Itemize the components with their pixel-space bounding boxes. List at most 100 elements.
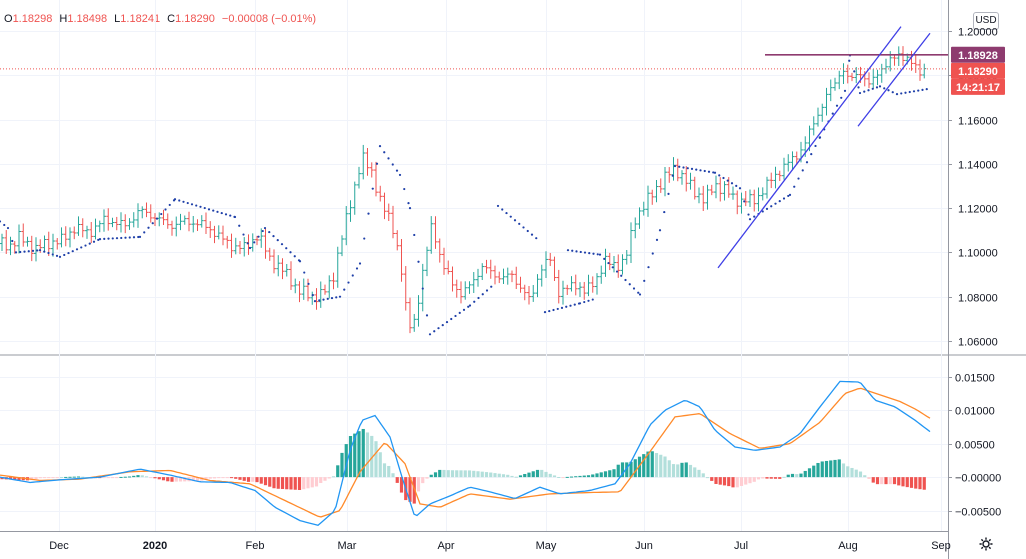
last-price-label-box (951, 62, 1005, 79)
histogram-bar (357, 431, 361, 478)
histogram-bar (59, 477, 64, 479)
histogram-bar (361, 428, 365, 478)
psar-dot (351, 274, 354, 277)
psar-dot (738, 187, 742, 190)
histogram-bar (47, 477, 51, 479)
psar-dot (458, 311, 461, 314)
psar-dot (280, 243, 284, 246)
histogram-bar (688, 464, 693, 478)
psar-dot (311, 294, 314, 297)
psar-dot (84, 244, 87, 247)
psar-dot (921, 88, 924, 91)
histogram-bar (68, 476, 72, 478)
psar-dot (695, 168, 698, 171)
histogram-bar (667, 460, 671, 478)
psar-dot (322, 298, 325, 301)
histogram-bar (680, 462, 684, 478)
histogram-bar (229, 477, 234, 479)
psar-dot (875, 86, 879, 89)
psar-dot (97, 238, 100, 241)
histogram-bar (599, 472, 603, 478)
histogram-bar (268, 477, 272, 487)
histogram-bar (591, 474, 595, 478)
histogram-bar (544, 471, 548, 478)
psar-dot (726, 179, 729, 182)
candles (0, 46, 927, 334)
psar-dot (699, 169, 702, 172)
histogram-bar (803, 470, 807, 478)
psar-dot (38, 249, 42, 252)
histogram-bar (871, 477, 875, 483)
histogram-bar (416, 477, 421, 492)
time-tick-label: Aug (838, 540, 858, 552)
psar-dot (417, 260, 420, 263)
histogram-bar (735, 477, 739, 488)
psar-dot (263, 226, 267, 230)
histogram-bar (756, 477, 761, 480)
psar-dot (441, 324, 444, 327)
psar-dot (620, 274, 623, 277)
histogram-bar (212, 477, 217, 479)
histogram-bar (55, 477, 59, 479)
currency-button[interactable]: USD (973, 12, 999, 30)
low-key: L (114, 13, 121, 25)
settings-gear-icon[interactable] (978, 536, 994, 552)
histogram-bar (289, 477, 293, 490)
psar-dot (195, 204, 198, 207)
trendline (717, 26, 902, 269)
psar-dot (518, 222, 521, 225)
histogram-bar (875, 477, 880, 485)
histogram-bar (246, 477, 251, 482)
histogram-bar (684, 462, 688, 478)
psar-dot (552, 308, 555, 312)
histogram-bar (170, 477, 174, 482)
histogram-bar (157, 477, 161, 480)
histogram-bar (161, 477, 166, 481)
psar-dot (103, 237, 106, 240)
psar-dot (238, 224, 241, 227)
histogram-bar (297, 477, 302, 490)
psar-dot (853, 70, 856, 73)
psar-dot (124, 236, 127, 239)
histogram-bar (489, 472, 493, 478)
psar-dot (137, 235, 140, 239)
price-tick-label: 1.06000 (958, 337, 998, 349)
histogram-bar (225, 477, 229, 479)
psar-dot (615, 270, 619, 273)
price-tick-label: 1.08000 (958, 293, 998, 305)
psar-dot (573, 303, 576, 306)
price-tick-label: 1.14000 (958, 160, 998, 172)
psar-dot (19, 250, 22, 254)
histogram-bar (408, 477, 412, 502)
psar-dot (730, 182, 734, 185)
psar-dot (387, 157, 390, 160)
histogram-bar (51, 477, 55, 479)
histogram-bar (535, 469, 540, 478)
psar-dot (120, 236, 123, 240)
histogram-bar (892, 477, 897, 485)
psar-dot (88, 242, 91, 245)
psar-dot (895, 93, 899, 96)
psar-dot (363, 237, 366, 240)
psar-dot (481, 293, 484, 296)
macd-tick-label: 0.00500 (955, 440, 995, 452)
histogram-bar (727, 477, 731, 487)
histogram-bar (612, 469, 616, 478)
histogram-bar (540, 469, 544, 478)
histogram-bar (744, 477, 748, 485)
psar-dot (398, 173, 402, 177)
histogram-bar (81, 476, 85, 478)
psar-dot (682, 166, 685, 169)
psar-dot (0, 220, 2, 223)
psar-dot (925, 88, 928, 91)
histogram-bar (319, 477, 323, 484)
psar-dot (485, 289, 489, 292)
psar-dot (867, 89, 870, 92)
histogram-bar (506, 474, 510, 478)
bar-countdown-label: 14:21:17 (956, 82, 1000, 94)
histogram-bar (378, 452, 382, 478)
histogram-bar (472, 470, 476, 478)
psar-dot (178, 199, 181, 202)
